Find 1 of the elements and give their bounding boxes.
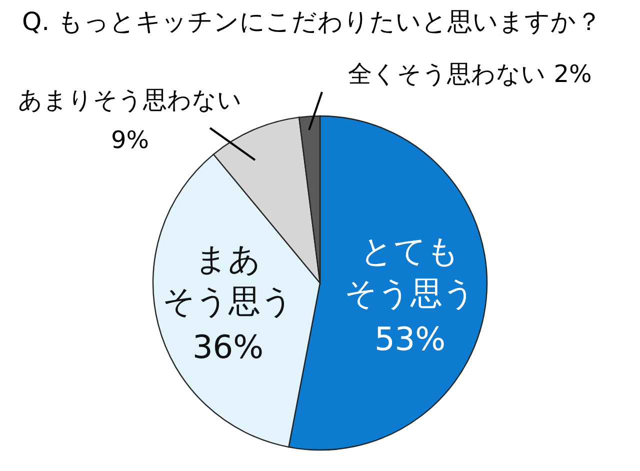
title: Q. もっとキッチンにこだわりたいと思いますか？: [22, 7, 602, 36]
